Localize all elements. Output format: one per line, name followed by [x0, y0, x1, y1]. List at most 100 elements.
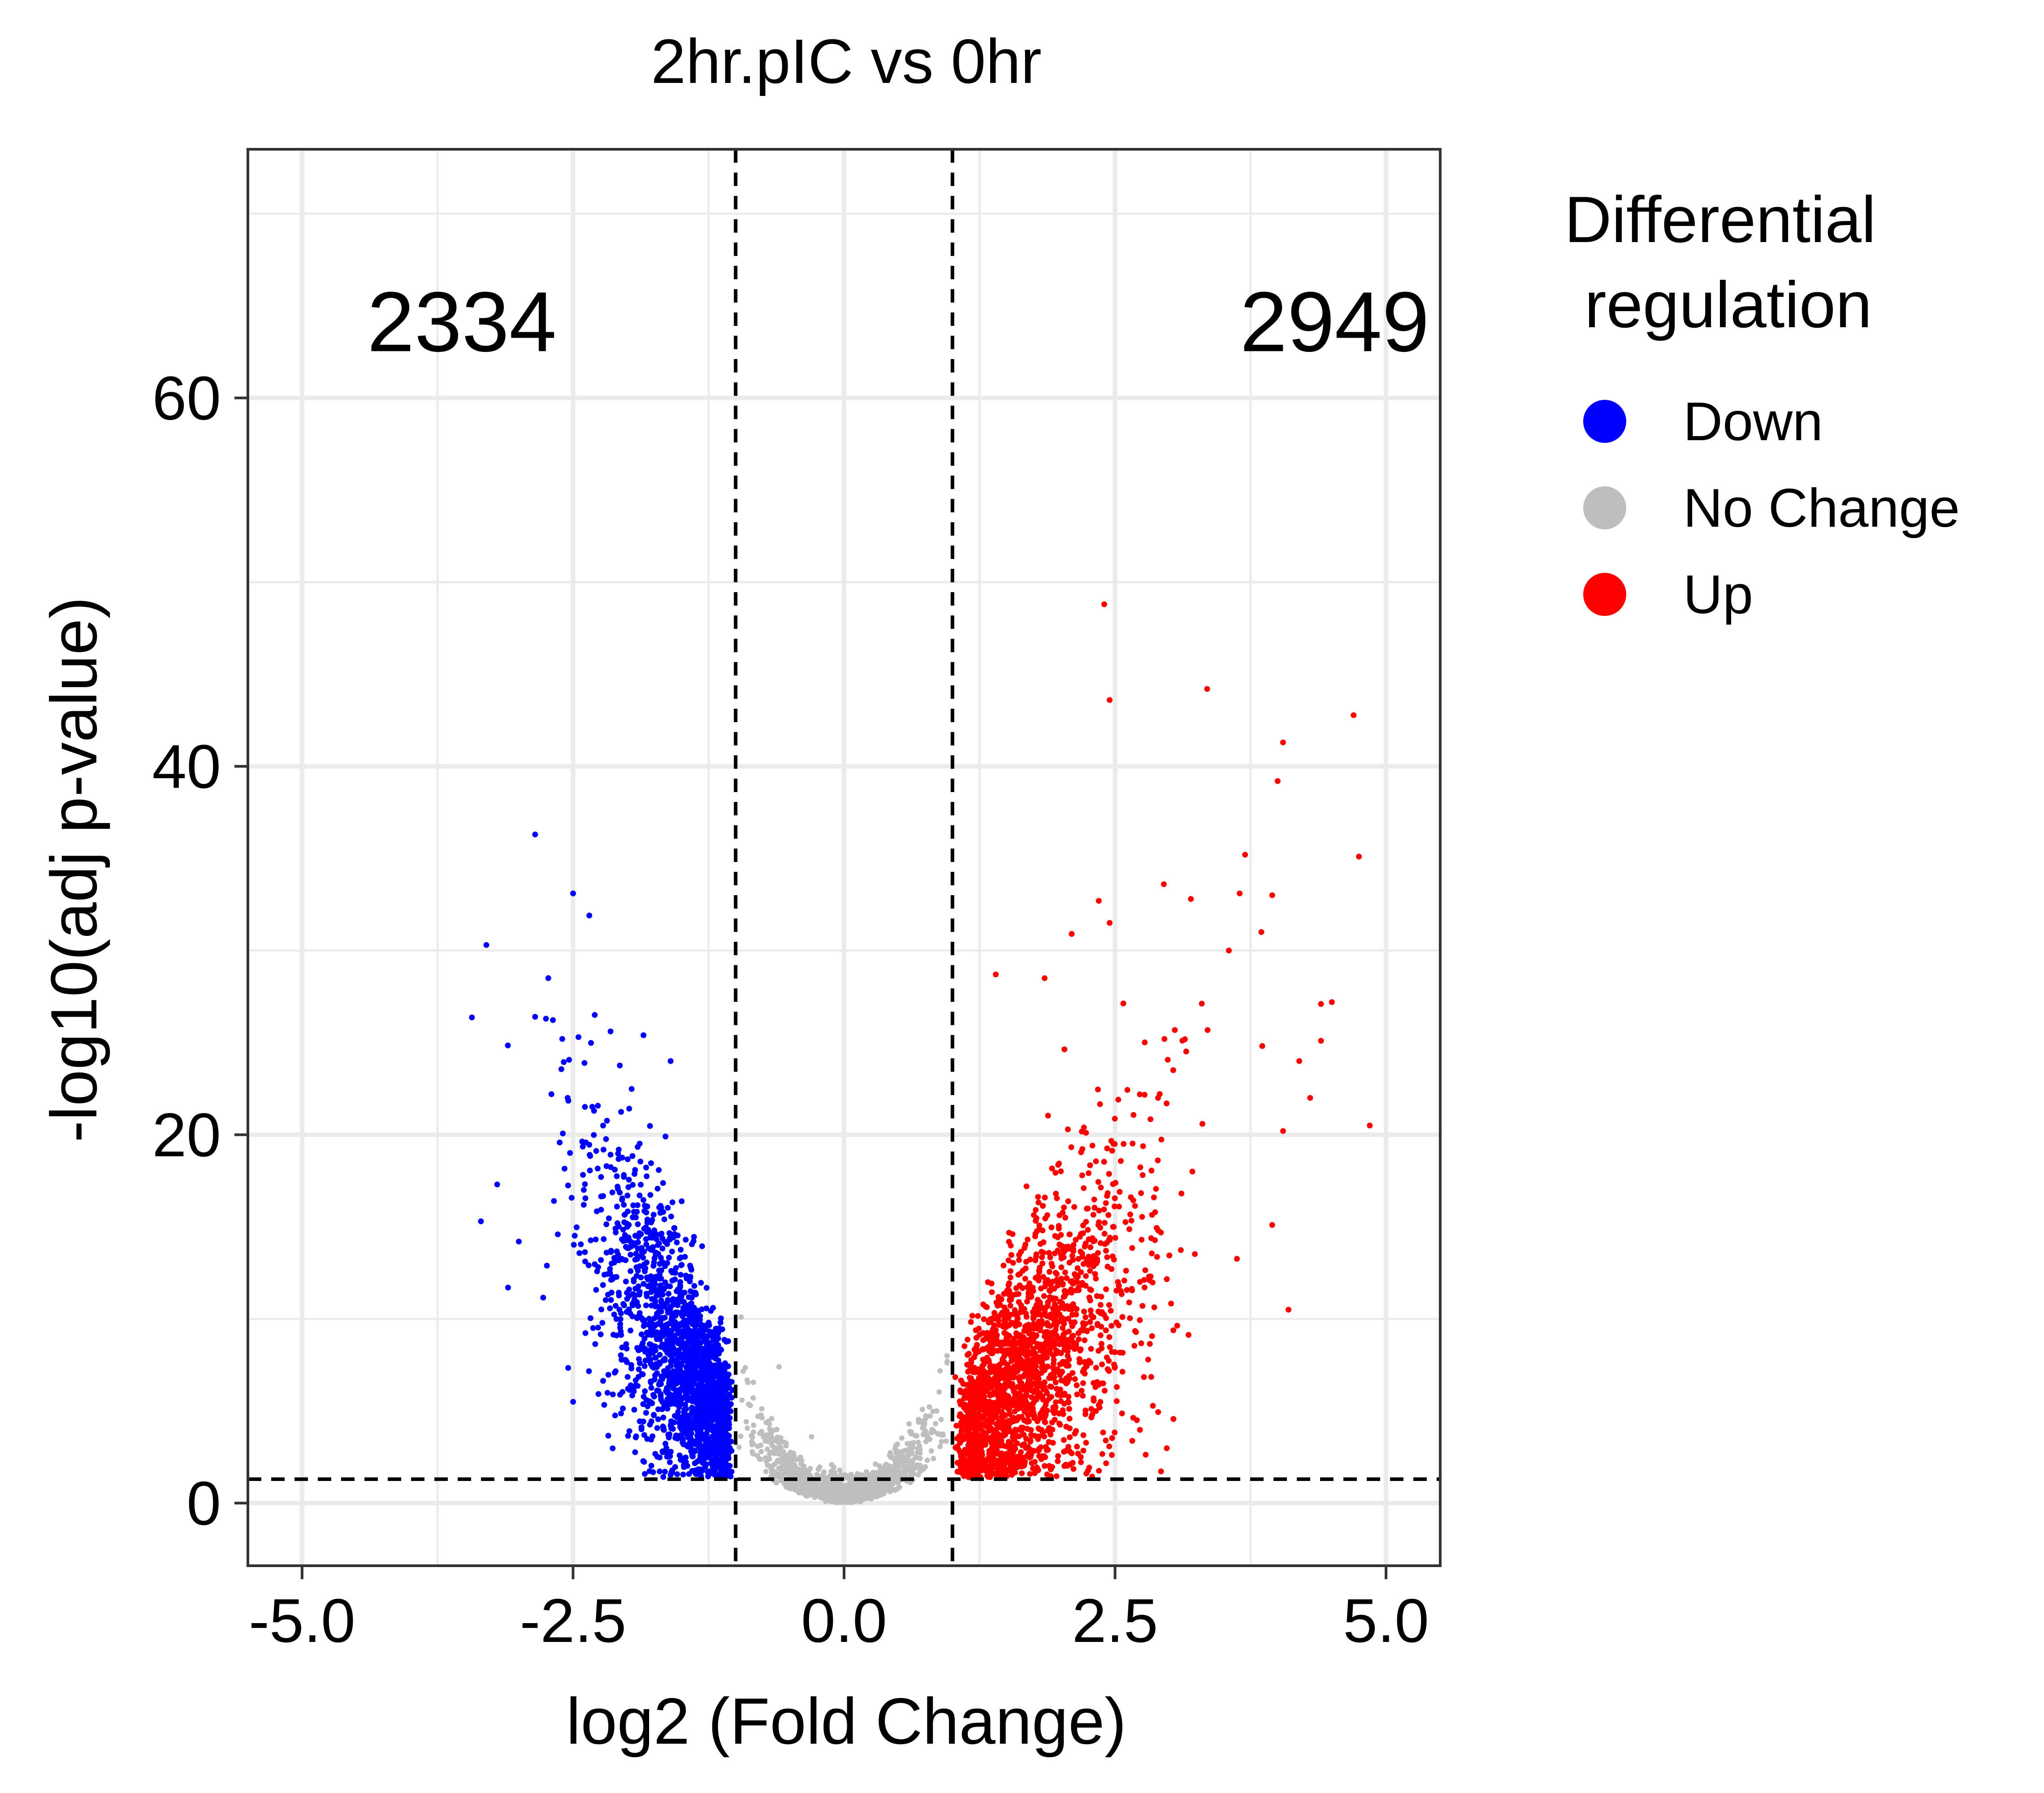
point-up	[1120, 1000, 1126, 1007]
point-up	[1108, 1138, 1114, 1144]
point-up	[1079, 1254, 1086, 1260]
point-down	[666, 1434, 672, 1440]
point-no-change	[944, 1360, 950, 1366]
point-up	[1106, 1171, 1112, 1177]
point-up	[953, 1423, 960, 1429]
point-no-change	[896, 1479, 901, 1485]
point-up	[991, 1451, 997, 1457]
point-no-change	[898, 1471, 904, 1477]
point-up	[1035, 1341, 1041, 1347]
point-up	[1078, 1388, 1085, 1394]
point-down	[605, 1372, 611, 1378]
point-no-change	[781, 1466, 787, 1472]
point-down	[683, 1237, 689, 1243]
point-no-change	[880, 1484, 886, 1490]
point-up	[1053, 1473, 1060, 1479]
point-no-change	[759, 1406, 765, 1412]
point-no-change	[937, 1368, 943, 1374]
point-up	[1087, 1297, 1093, 1304]
point-up	[1053, 1191, 1059, 1197]
point-no-change	[806, 1479, 812, 1485]
point-no-change	[920, 1432, 926, 1437]
point-no-change	[867, 1474, 873, 1480]
point-no-change	[888, 1455, 894, 1460]
point-up	[1137, 1317, 1143, 1323]
point-up	[1142, 1091, 1148, 1098]
point-up	[1183, 1048, 1189, 1055]
point-down	[571, 1242, 577, 1248]
point-up	[1066, 1375, 1073, 1382]
point-up	[1070, 1257, 1076, 1263]
point-up	[1046, 1375, 1052, 1381]
point-up	[1007, 1396, 1013, 1402]
point-up	[1121, 1278, 1127, 1284]
point-up	[1039, 1260, 1046, 1267]
point-up	[1081, 1185, 1087, 1191]
point-up	[1047, 1383, 1053, 1390]
point-up	[1015, 1403, 1021, 1410]
point-up	[1059, 1300, 1065, 1306]
point-no-change	[766, 1451, 772, 1457]
point-up	[996, 1442, 1002, 1448]
point-up	[1093, 1408, 1099, 1414]
point-up	[1101, 1206, 1107, 1213]
point-no-change	[834, 1482, 840, 1488]
point-up	[981, 1316, 987, 1322]
point-up	[1057, 1386, 1063, 1393]
point-no-change	[837, 1467, 843, 1473]
point-up	[1071, 1204, 1078, 1210]
point-up	[1056, 1421, 1062, 1427]
point-up	[1052, 1304, 1059, 1311]
point-up	[1154, 1254, 1160, 1260]
point-up	[1041, 975, 1048, 981]
point-no-change	[841, 1490, 847, 1496]
point-up	[1073, 1237, 1079, 1243]
point-up	[1178, 1191, 1185, 1197]
point-no-change	[925, 1434, 931, 1440]
point-up	[1060, 1331, 1066, 1338]
point-no-change	[792, 1462, 797, 1468]
point-down	[608, 1249, 614, 1255]
point-up	[1067, 1461, 1073, 1468]
point-no-change	[915, 1472, 921, 1477]
point-no-change	[841, 1482, 847, 1488]
point-up	[952, 1374, 958, 1380]
point-no-change	[827, 1484, 832, 1490]
point-up	[1127, 1315, 1133, 1321]
point-down	[621, 1302, 627, 1308]
point-no-change	[883, 1464, 889, 1469]
point-up	[1039, 1318, 1045, 1324]
point-up	[980, 1356, 986, 1363]
point-up	[1005, 1362, 1011, 1368]
point-up	[992, 1427, 998, 1433]
point-up	[1088, 1414, 1095, 1421]
point-up	[1069, 1334, 1075, 1340]
point-up	[961, 1395, 967, 1401]
point-down	[662, 1468, 668, 1475]
point-down	[655, 1242, 661, 1248]
point-no-change	[746, 1401, 752, 1407]
point-down	[603, 1136, 609, 1142]
point-up	[1166, 1252, 1173, 1259]
point-no-change	[860, 1497, 866, 1503]
point-up	[1151, 1304, 1157, 1310]
point-up	[1037, 1411, 1044, 1417]
point-down	[572, 1233, 578, 1239]
point-up	[1085, 1468, 1091, 1474]
point-up	[1057, 1361, 1063, 1368]
point-up	[1028, 1287, 1035, 1293]
point-down	[603, 1221, 610, 1227]
point-up	[1114, 1384, 1120, 1390]
point-up	[995, 1318, 1001, 1324]
point-up	[1089, 1143, 1096, 1149]
point-up	[979, 1346, 986, 1352]
point-up	[985, 1346, 992, 1352]
point-up	[963, 1407, 969, 1413]
point-no-change	[764, 1433, 770, 1438]
point-up	[1093, 1158, 1099, 1165]
point-no-change	[782, 1481, 788, 1487]
point-up	[975, 1313, 981, 1319]
point-up	[1044, 1428, 1051, 1434]
point-up	[1058, 1168, 1064, 1174]
point-down	[600, 1282, 606, 1288]
